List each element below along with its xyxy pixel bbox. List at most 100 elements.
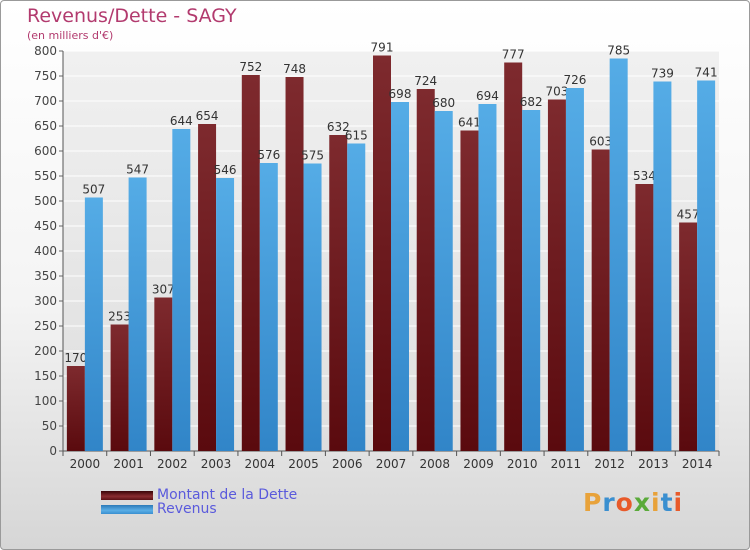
logo-letter: t xyxy=(660,488,674,517)
bar-revenue xyxy=(478,104,497,451)
bar-debt xyxy=(635,184,654,451)
bar-revenue xyxy=(391,102,409,451)
data-label: 682 xyxy=(520,95,543,109)
y-tick-label: 100 xyxy=(34,394,57,408)
y-tick-label: 750 xyxy=(34,69,57,83)
data-label: 739 xyxy=(651,67,674,81)
chart-subtitle: (en milliers d'€) xyxy=(27,29,114,42)
x-tick-label: 2014 xyxy=(682,457,713,471)
data-label: 748 xyxy=(283,62,306,76)
legend-swatch-debt xyxy=(101,490,153,500)
chart-title: Revenus/Dette - SAGY xyxy=(27,5,237,27)
bar-revenue xyxy=(522,110,541,451)
x-tick-label: 2000 xyxy=(70,457,101,471)
y-tick-label: 550 xyxy=(34,169,57,183)
logo-letter: r xyxy=(602,488,616,517)
data-label: 644 xyxy=(170,114,193,128)
bar-revenue xyxy=(609,58,628,451)
bar-debt xyxy=(329,135,348,451)
legend-item-revenue: Revenus xyxy=(101,501,217,517)
bar-debt xyxy=(679,222,698,451)
data-label: 680 xyxy=(432,96,455,110)
data-label: 307 xyxy=(152,283,175,297)
data-label: 575 xyxy=(301,149,324,163)
data-label: 603 xyxy=(589,135,612,149)
data-label: 632 xyxy=(327,120,350,134)
bar-revenue xyxy=(565,88,584,451)
logo-letter: o xyxy=(615,488,634,517)
y-tick-label: 800 xyxy=(34,44,57,58)
y-tick-label: 0 xyxy=(49,444,57,458)
data-label: 507 xyxy=(82,183,105,197)
bar-debt xyxy=(547,99,566,451)
bar-revenue xyxy=(434,111,453,451)
data-label: 694 xyxy=(476,89,499,103)
bar-revenue xyxy=(653,81,672,451)
data-label: 253 xyxy=(108,310,131,324)
data-label: 654 xyxy=(196,109,219,123)
bar-debt xyxy=(504,62,523,451)
y-tick-label: 400 xyxy=(34,244,57,258)
data-label: 726 xyxy=(563,73,586,87)
y-tick-label: 500 xyxy=(34,194,57,208)
bar-debt xyxy=(285,77,304,451)
data-label: 534 xyxy=(633,169,656,183)
data-label: 546 xyxy=(214,163,237,177)
x-tick-label: 2012 xyxy=(594,457,625,471)
bar-debt xyxy=(241,75,260,451)
proxiti-logo: Proxiti xyxy=(583,488,683,517)
y-tick-label: 300 xyxy=(34,294,57,308)
bar-debt xyxy=(110,324,129,451)
y-tick-label: 350 xyxy=(34,269,57,283)
legend-label-revenue: Revenus xyxy=(157,501,217,517)
bar-debt xyxy=(460,130,479,451)
bar-revenue xyxy=(84,197,103,451)
bar-debt xyxy=(154,297,173,451)
x-tick-label: 2001 xyxy=(113,457,144,471)
bar-revenue xyxy=(128,177,147,451)
data-label: 547 xyxy=(126,163,149,177)
data-label: 615 xyxy=(345,129,368,143)
y-tick-label: 250 xyxy=(34,319,57,333)
data-label: 703 xyxy=(545,85,568,99)
bar-debt xyxy=(591,149,610,451)
logo-letter: x xyxy=(633,488,651,517)
x-tick-label: 2005 xyxy=(288,457,319,471)
logo-letter: i xyxy=(673,488,684,517)
data-label: 170 xyxy=(64,351,87,365)
bar-revenue xyxy=(259,163,278,451)
x-tick-label: 2007 xyxy=(376,457,407,471)
bar-debt xyxy=(198,124,217,451)
data-label: 698 xyxy=(389,87,412,101)
bar-debt xyxy=(373,55,391,451)
x-tick-label: 2002 xyxy=(157,457,188,471)
y-tick-label: 150 xyxy=(34,369,57,383)
data-label: 785 xyxy=(607,44,630,58)
legend-swatch-revenue xyxy=(101,504,153,514)
data-label: 777 xyxy=(502,48,525,62)
y-tick-label: 700 xyxy=(34,94,57,108)
data-label: 741 xyxy=(695,66,718,80)
data-label: 752 xyxy=(239,60,262,74)
y-tick-label: 450 xyxy=(34,219,57,233)
y-tick-label: 50 xyxy=(42,419,57,433)
x-tick-label: 2006 xyxy=(332,457,363,471)
data-label: 576 xyxy=(257,148,280,162)
y-tick-label: 650 xyxy=(34,119,57,133)
bar-revenue xyxy=(303,163,322,451)
logo-letter: i xyxy=(651,488,661,517)
bar-revenue xyxy=(216,178,235,451)
x-tick-label: 2003 xyxy=(201,457,232,471)
bar-debt xyxy=(66,366,85,451)
logo-letter: P xyxy=(583,488,603,517)
x-tick-label: 2009 xyxy=(463,457,494,471)
x-tick-label: 2008 xyxy=(419,457,450,471)
bar-revenue xyxy=(172,129,191,451)
data-label: 724 xyxy=(414,74,437,88)
x-tick-label: 2013 xyxy=(638,457,669,471)
data-label: 457 xyxy=(677,208,700,222)
bar-revenue xyxy=(347,143,366,451)
x-tick-label: 2004 xyxy=(245,457,276,471)
x-tick-label: 2011 xyxy=(551,457,582,471)
